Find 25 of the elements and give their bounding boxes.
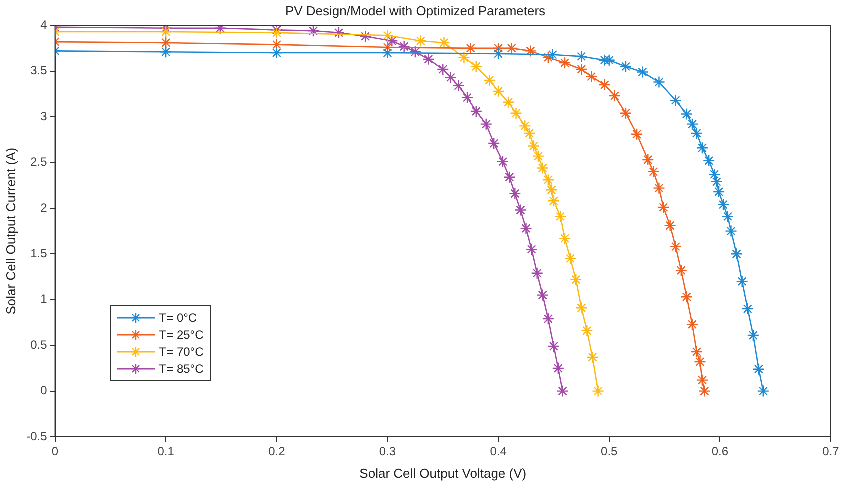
y-tick-label: 4 — [40, 18, 48, 32]
chart-title: PV Design/Model with Optimized Parameters — [285, 3, 546, 18]
x-tick-label: 0.2 — [268, 444, 286, 459]
y-tick-label: 0.5 — [30, 338, 48, 352]
y-axis-title: Solar Cell Output Current (A) — [3, 148, 18, 315]
x-tick-label: 0.7 — [822, 444, 840, 459]
x-tick-label: 0.5 — [601, 444, 618, 459]
x-tick-label: 0.6 — [712, 444, 729, 459]
y-tick-label: 2.5 — [30, 155, 48, 170]
legend-label: T= 0°C — [159, 310, 198, 324]
y-tick-label: 1.5 — [30, 246, 48, 260]
x-tick-label: 0.1 — [158, 444, 175, 459]
x-tick-label: 0 — [52, 444, 59, 459]
y-tick-label: 0 — [40, 384, 48, 398]
legend-label: T= 25°C — [159, 328, 204, 342]
x-tick-label: 0.3 — [379, 444, 396, 459]
y-tick-label: -0.5 — [26, 429, 48, 444]
y-tick-label: 1 — [40, 292, 48, 306]
legend-label: T= 70°C — [159, 344, 204, 358]
y-tick-label: 2 — [40, 200, 48, 215]
legend-label: T= 85°C — [159, 362, 204, 376]
x-axis-title: Solar Cell Output Voltage (V) — [360, 466, 527, 481]
y-tick-label: 3 — [40, 109, 48, 124]
x-tick-label: 0.4 — [490, 444, 508, 459]
y-tick-label: 3.5 — [30, 64, 48, 78]
